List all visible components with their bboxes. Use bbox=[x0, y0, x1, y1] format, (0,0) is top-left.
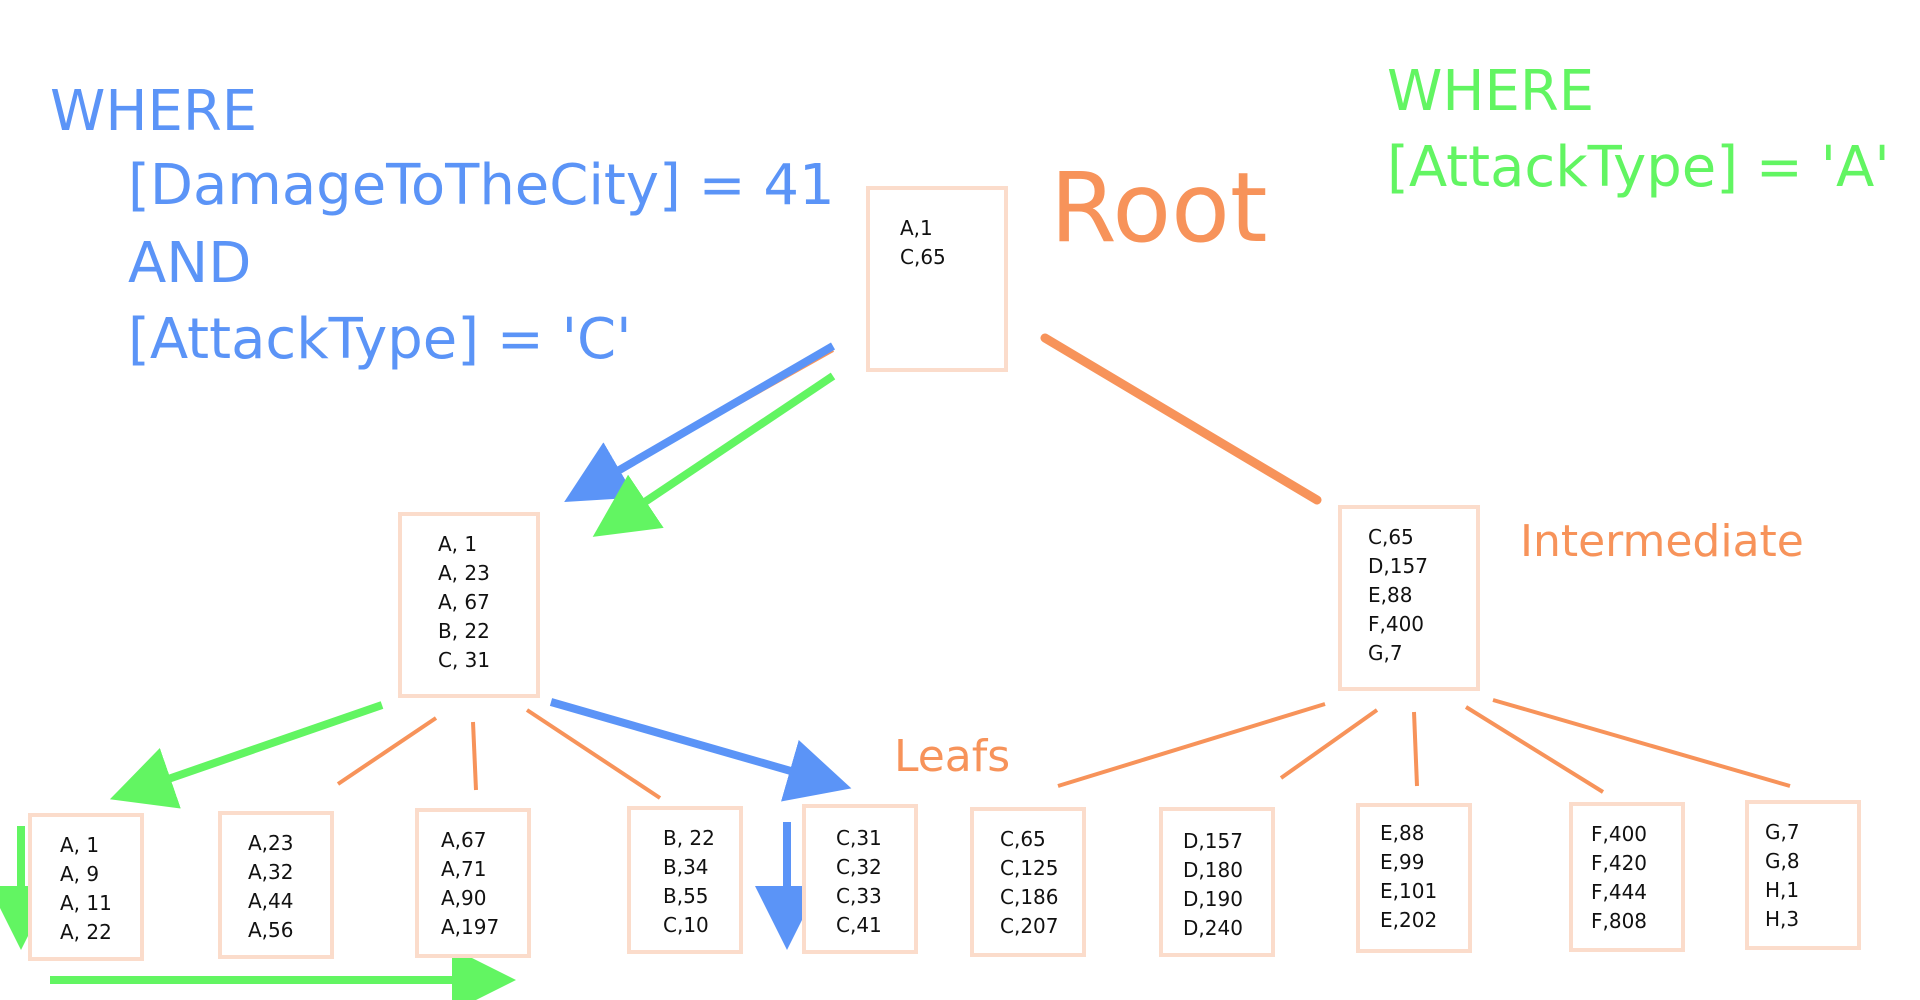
leaf-entry: A, 1 bbox=[60, 833, 100, 857]
leaf-node-7: D,157 D,180 D,190 D,240 bbox=[1159, 807, 1275, 957]
blue-query-where: WHERE bbox=[50, 79, 258, 144]
leaf-entry: D,180 bbox=[1183, 858, 1243, 882]
green-arrow-intermediate-to-leaf bbox=[109, 701, 384, 809]
leaf-node-5: C,31 C,32 C,33 C,41 bbox=[802, 804, 918, 954]
leaf-entry: D,157 bbox=[1183, 829, 1243, 853]
edge-left-to-leaf-2 bbox=[336, 716, 438, 786]
root-entry: C,65 bbox=[900, 245, 946, 269]
intermediate-entry: B, 22 bbox=[438, 619, 490, 643]
leaf-entry: C,32 bbox=[836, 855, 882, 879]
intermediate-entry: A, 67 bbox=[438, 590, 490, 614]
root-entry: A,1 bbox=[900, 216, 933, 240]
leaf-entry: A,32 bbox=[248, 860, 294, 884]
intermediate-entry: E,88 bbox=[1368, 583, 1413, 607]
leaf-entry: G,8 bbox=[1765, 849, 1800, 873]
intermediate-entry: D,157 bbox=[1368, 554, 1428, 578]
blue-arrow-intermediate-to-leaf bbox=[549, 698, 852, 802]
leaf-entry: D,190 bbox=[1183, 887, 1243, 911]
intermediate-entry: G,7 bbox=[1368, 641, 1403, 665]
leaf-entry: A,23 bbox=[248, 831, 294, 855]
leaf-entry: E,202 bbox=[1380, 908, 1438, 932]
green-arrow-root-to-intermediate bbox=[592, 372, 836, 537]
edge-root-to-right-intermediate bbox=[1040, 333, 1322, 505]
leaf-entry: A,197 bbox=[441, 915, 500, 939]
leaf-entry: E,88 bbox=[1380, 821, 1425, 845]
leaf-entry: B,55 bbox=[663, 884, 709, 908]
root-node: A,1 C,65 bbox=[866, 186, 1008, 372]
leaf-entry: A,71 bbox=[441, 857, 487, 881]
leafs-label: Leafs bbox=[894, 731, 1011, 782]
leaf-entry: C,207 bbox=[1000, 914, 1059, 938]
leaf-node-3: A,67 A,71 A,90 A,197 bbox=[415, 808, 531, 958]
leaf-node-10: G,7 G,8 H,1 H,3 bbox=[1745, 800, 1861, 950]
leaf-entry: B, 22 bbox=[663, 826, 715, 850]
intermediate-entry: C, 31 bbox=[438, 648, 491, 672]
blue-query-attacktype: [AttackType] = 'C' bbox=[128, 307, 632, 372]
edge-right-to-leaf-7 bbox=[1279, 708, 1379, 780]
leaf-entry: A, 9 bbox=[60, 862, 100, 886]
root-label: Root bbox=[1050, 152, 1268, 264]
blue-arrow-root-to-intermediate bbox=[564, 342, 836, 503]
leaf-entry: F,400 bbox=[1591, 822, 1648, 846]
leaf-node-2: A,23 A,32 A,44 A,56 bbox=[218, 811, 334, 959]
leaf-entry: H,1 bbox=[1765, 878, 1800, 902]
green-query-where: WHERE bbox=[1387, 59, 1595, 124]
leaf-entry: A,90 bbox=[441, 886, 487, 910]
green-query-attacktype: [AttackType] = 'A' bbox=[1387, 135, 1890, 200]
leaf-entry: G,7 bbox=[1765, 820, 1800, 844]
blue-query-damage: [DamageToTheCity] = 41 bbox=[128, 153, 835, 218]
leaf-entry: C,41 bbox=[836, 913, 882, 937]
blue-query-and: AND bbox=[128, 231, 252, 296]
leaf-entry: E,99 bbox=[1380, 850, 1425, 874]
leaf-entry: C,10 bbox=[663, 913, 709, 937]
edge-right-to-leaf-9 bbox=[1464, 705, 1605, 794]
leaf-entry: F,808 bbox=[1591, 909, 1648, 933]
intermediate-label: Intermediate bbox=[1520, 516, 1804, 567]
leaf-entry: A,56 bbox=[248, 918, 294, 942]
leaf-entry: H,3 bbox=[1765, 907, 1800, 931]
intermediate-entry: F,400 bbox=[1368, 612, 1425, 636]
edge-right-to-leaf-10 bbox=[1492, 698, 1791, 788]
leaf-entry: A, 11 bbox=[60, 891, 112, 915]
leaf-entry: C,33 bbox=[836, 884, 882, 908]
intermediate-entry: A, 23 bbox=[438, 561, 490, 585]
leaf-node-9: F,400 F,420 F,444 F,808 bbox=[1569, 802, 1685, 952]
leaf-entry: C,65 bbox=[1000, 827, 1046, 851]
leaf-node-6: C,65 C,125 C,186 C,207 bbox=[970, 807, 1086, 957]
edge-left-to-leaf-3 bbox=[471, 721, 478, 791]
leaf-entry: E,101 bbox=[1380, 879, 1438, 903]
leaf-node-4: B, 22 B,34 B,55 C,10 bbox=[627, 806, 743, 954]
leaf-entry: A,67 bbox=[441, 828, 487, 852]
edge-right-to-leaf-6 bbox=[1057, 702, 1326, 788]
leaf-entry: C,31 bbox=[836, 826, 882, 850]
leaf-entry: A,44 bbox=[248, 889, 294, 913]
leaf-node-8: E,88 E,99 E,101 E,202 bbox=[1356, 803, 1472, 953]
leaf-entry: D,240 bbox=[1183, 916, 1243, 940]
leaf-entry: F,444 bbox=[1591, 880, 1648, 904]
intermediate-node-left: A, 1 A, 23 A, 67 B, 22 C, 31 bbox=[398, 512, 540, 698]
intermediate-entry: A, 1 bbox=[438, 532, 478, 556]
leaf-entry: C,186 bbox=[1000, 885, 1059, 909]
edge-left-to-leaf-4 bbox=[525, 708, 662, 800]
leaf-entry: F,420 bbox=[1591, 851, 1648, 875]
intermediate-node-right: C,65 D,157 E,88 F,400 G,7 bbox=[1338, 505, 1480, 691]
leaf-entry: B,34 bbox=[663, 855, 709, 879]
intermediate-entry: C,65 bbox=[1368, 525, 1414, 549]
leaf-node-1: A, 1 A, 9 A, 11 A, 22 bbox=[28, 813, 144, 961]
leaf-entry: C,125 bbox=[1000, 856, 1059, 880]
leaf-entry: A, 22 bbox=[60, 920, 112, 944]
edge-right-to-leaf-8 bbox=[1412, 711, 1419, 787]
